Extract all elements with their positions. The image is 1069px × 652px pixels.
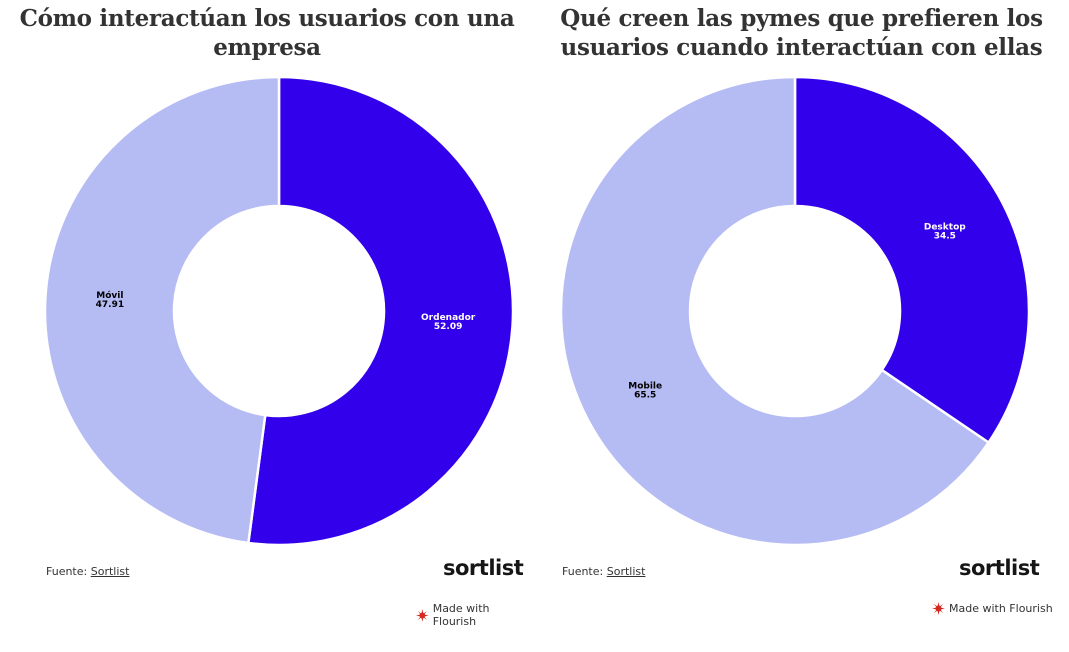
donut-slice-mobile[interactable] <box>559 75 990 547</box>
slice-value-label: 65.5 <box>634 390 656 400</box>
credit-text: Made with Flourish <box>949 602 1053 615</box>
source-prefix: Fuente: <box>46 565 88 578</box>
chart-title: Qué creen las pymes que prefieren los us… <box>560 5 1043 61</box>
donut-slice-móvil[interactable] <box>43 75 281 545</box>
source-note: Fuente: Sortlist <box>46 565 129 578</box>
chart-panel-1: Cómo interactúan los usuarios con una em… <box>0 0 534 652</box>
slice-value-label: 52.09 <box>434 322 462 332</box>
slice-label: Móvil <box>96 290 123 301</box>
sortlist-logo[interactable]: sortlist <box>443 556 524 580</box>
slice-value-label: 34.5 <box>934 232 956 242</box>
slice-label: Desktop <box>924 223 966 233</box>
sortlist-logo[interactable]: sortlist <box>959 556 1040 580</box>
chart-panel-2: Qué creen las pymes que prefieren los us… <box>534 0 1069 652</box>
flourish-credit[interactable]: Made with Flourish <box>932 602 1053 615</box>
donut-slice-desktop[interactable] <box>793 75 1031 444</box>
source-note: Fuente: Sortlist <box>562 565 645 578</box>
source-link[interactable]: Sortlist <box>90 565 130 578</box>
source-link[interactable]: Sortlist <box>606 565 646 578</box>
flourish-credit[interactable]: Made with Flourish <box>416 602 534 628</box>
donut-slice-ordenador[interactable] <box>247 75 515 547</box>
slice-value-label: 47.91 <box>96 300 124 310</box>
flourish-icon <box>932 602 945 615</box>
chart-title: Cómo interactúan los usuarios con una em… <box>19 5 515 61</box>
flourish-icon <box>416 608 429 622</box>
source-prefix: Fuente: <box>562 565 604 578</box>
slice-label: Ordenador <box>421 313 476 323</box>
credit-text: Made with Flourish <box>432 602 490 628</box>
slice-label: Mobile <box>628 381 662 391</box>
